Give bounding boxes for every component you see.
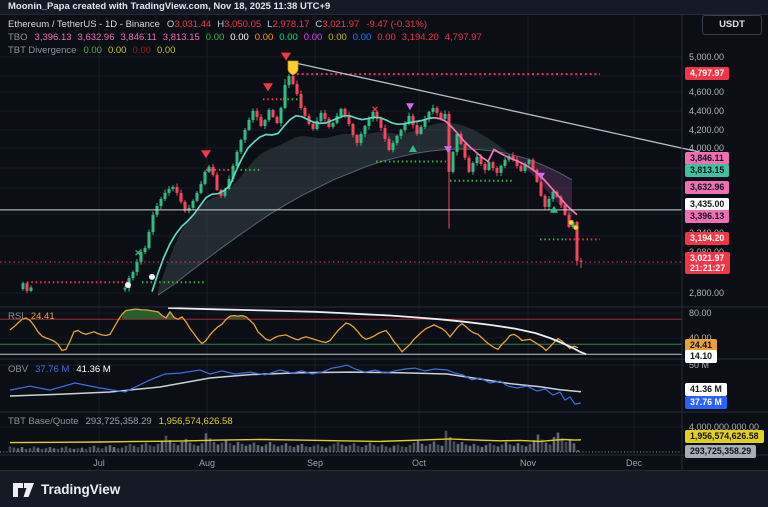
time-axis-month: Jul xyxy=(93,458,105,468)
tbt-base-value: 293,725,358.29 xyxy=(85,416,152,427)
tbt-divergence-values: 0.00 0.00 0.00 0.00 xyxy=(83,45,175,56)
time-axis-month: Aug xyxy=(198,458,216,468)
axis-label: 50 M xyxy=(689,360,710,370)
tbo-values: 3,396.13 3,632.96 3,846.11 3,813.15 0.00 0.00… xyxy=(35,32,482,43)
rsi-value: 24.41 xyxy=(30,311,55,322)
tbo-value: 3,813.15 xyxy=(162,32,200,43)
tbt-basequote-legend: TBT Base/Quote 293,725,358.29 1,956,574,… xyxy=(8,416,233,427)
last-price-badge: 3,021.97 21:21:27 xyxy=(685,252,731,274)
axis-price-badge: 3,846.11 xyxy=(685,152,729,165)
svg-text:✕: ✕ xyxy=(134,248,142,258)
ohlc-value: 3,050.05 xyxy=(224,19,262,30)
currency-toggle-button[interactable]: USDT xyxy=(702,15,762,35)
tbt-divergence-label[interactable]: TBT Divergence xyxy=(8,45,77,56)
price-axis[interactable]: 5,000.00 4,600.00 4,400.00 4,200.00 4,000.00… xyxy=(682,14,768,458)
ohlc-values: O 3,031.44 H 3,050.05 L 2,978.17 C 3,021.97 xyxy=(167,19,359,30)
tbo-value: 0.00 xyxy=(230,32,249,43)
tbt-quote-value: 1,956,574,626.58 xyxy=(158,416,233,427)
tbo-value: 4,797.97 xyxy=(444,32,482,43)
tbt-divergence-value: 0.00 xyxy=(107,45,127,56)
axis-price-badge: 41.36 M xyxy=(685,383,727,396)
tbo-value: 0.00 xyxy=(377,32,396,43)
axis-label: 4,400.00 xyxy=(689,106,725,116)
tradingview-logo-icon xyxy=(13,482,34,497)
ohlc-key: C xyxy=(315,19,323,30)
attribution-text: Moonin_Papa created with TradingView.com… xyxy=(8,1,331,12)
axis-label: 4,200.00 xyxy=(689,125,725,135)
axis-price-badge: 3,194.20 xyxy=(685,232,730,245)
last-price-value: 3,021.97 xyxy=(690,253,725,263)
tbo-label[interactable]: TBO xyxy=(8,32,28,43)
tbo-value: 3,396.13 xyxy=(34,32,72,43)
tbt-divergence-value: 0.00 xyxy=(156,45,176,56)
ohlc-key: H xyxy=(217,19,225,30)
tbt-divergence-legend: TBT Divergence 0.00 0.00 0.00 0.00 xyxy=(8,45,175,56)
tbt-divergence-value: 0.00 xyxy=(132,45,151,56)
axis-label: 2,800.00 xyxy=(689,288,725,298)
axis-label: 4,600.00 xyxy=(689,87,725,97)
rsi-legend: RSI 24.41 xyxy=(8,311,55,322)
axis-label: 80.00 xyxy=(689,308,712,318)
time-axis-month: Oct xyxy=(411,458,427,468)
time-axis-month: Sep xyxy=(306,458,324,468)
tbo-value: 0.00 xyxy=(352,32,372,43)
svg-text:✕: ✕ xyxy=(371,104,379,114)
tbo-value: 0.00 xyxy=(328,32,347,43)
axis-price-badge: 14.10 xyxy=(685,350,718,363)
tbo-value: 3,846.11 xyxy=(120,32,157,43)
symbol-title[interactable]: Ethereum / TetherUS - 1D - Binance xyxy=(8,19,160,30)
tbt-basequote-label[interactable]: TBT Base/Quote xyxy=(8,416,79,427)
axis-price-badge: 3,632.96 xyxy=(685,181,730,194)
change-value: -9.47 (-0.31%) xyxy=(366,19,428,30)
axis-price-badge: 3,813.15 xyxy=(685,164,730,177)
time-axis[interactable]: Jul Aug Sep Oct Nov Dec xyxy=(0,455,682,470)
tbo-legend: TBO 3,396.13 3,632.96 3,846.11 3,813.15 0.00… xyxy=(8,32,482,43)
obv-ma-value: 41.36 M xyxy=(76,364,111,375)
tradingview-logo[interactable]: TradingView xyxy=(13,482,120,497)
axis-price-badge: 24.41 xyxy=(685,339,718,352)
obv-legend: OBV 37.76 M 41.36 M xyxy=(8,364,111,375)
tbo-value: 0.00 xyxy=(205,32,225,43)
symbol-legend: Ethereum / TetherUS - 1D - Binance O 3,03… xyxy=(8,19,427,30)
axis-price-badge: 1,956,574,626.58 xyxy=(685,430,764,443)
tbo-value: 0.00 xyxy=(279,32,298,43)
time-axis-month: Nov xyxy=(519,458,537,468)
tbt-divergence-value: 0.00 xyxy=(83,45,102,56)
tbo-value: 3,194.20 xyxy=(401,32,439,43)
axis-price-badge: 37.76 M xyxy=(685,396,727,409)
obv-line-value: 37.76 M xyxy=(35,364,70,375)
bar-countdown: 21:21:27 xyxy=(690,263,726,273)
tbo-value: 0.00 xyxy=(303,32,323,43)
axis-price-badge: 293,725,358.29 xyxy=(685,445,757,458)
axis-label: 40.00 xyxy=(689,333,712,343)
axis-label: 5,000.00 xyxy=(689,52,725,62)
axis-label: 4,000,000,000.00 xyxy=(689,422,760,432)
ohlc-value: 2,978.17 xyxy=(272,19,310,30)
tbo-value: 0.00 xyxy=(254,32,274,43)
rsi-label[interactable]: RSI xyxy=(8,311,24,322)
ohlc-key: O xyxy=(166,19,175,30)
tradingview-logo-text: TradingView xyxy=(41,482,121,497)
attribution-bar: Moonin_Papa created with TradingView.com… xyxy=(0,0,768,15)
tbo-value: 3,632.96 xyxy=(77,32,115,43)
footer-bar: TradingView xyxy=(0,470,768,507)
axis-price-badge: 4,797.97 xyxy=(685,67,730,80)
ohlc-value: 3,021.97 xyxy=(322,19,360,30)
obv-label[interactable]: OBV xyxy=(8,364,29,375)
ohlc-key: L xyxy=(267,19,273,30)
axis-label: 4,000.00 xyxy=(689,143,725,153)
axis-price-badge: 3,396.13 xyxy=(685,210,730,223)
ohlc-value: 3,031.44 xyxy=(174,19,212,30)
time-axis-month: Dec xyxy=(625,458,643,468)
axis-price-badge: 3,435.00 xyxy=(685,198,730,211)
